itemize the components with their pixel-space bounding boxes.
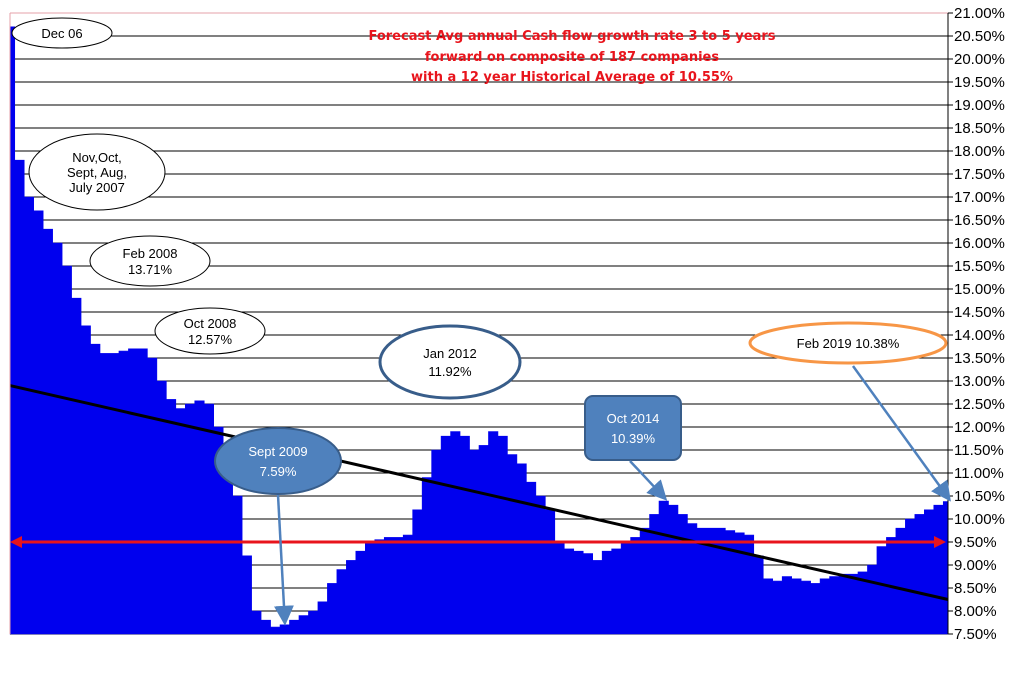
title-line: with a 12 year Historical Average of 10.…	[411, 70, 733, 85]
y-tick-label: 8.50%	[954, 580, 997, 597]
y-tick-label: 12.50%	[954, 396, 1005, 413]
callout-box	[584, 395, 682, 461]
callout: Feb 2019 10.38%	[748, 321, 951, 502]
callout-text: 7.59%	[260, 464, 297, 479]
y-tick-label: 19.00%	[954, 97, 1005, 114]
callout-oval	[28, 133, 166, 211]
callout-oval	[378, 324, 522, 400]
y-tick-label: 10.50%	[954, 488, 1005, 505]
y-tick-label: 17.50%	[954, 166, 1005, 183]
y-tick-label: 8.00%	[954, 603, 997, 620]
y-tick-label: 15.00%	[954, 281, 1005, 298]
plot-frame	[9, 12, 949, 634]
y-tick-label: 14.50%	[954, 304, 1005, 321]
callout-arrow	[629, 460, 668, 501]
callout: Jan 2012 11.92%	[378, 324, 522, 400]
callout-arrow	[851, 365, 951, 502]
y-tick-label: 20.50%	[954, 28, 1005, 45]
y-tick-label: 19.50%	[954, 74, 1005, 91]
callout: Oct 2014 10.39%	[584, 395, 682, 501]
trend-line	[9, 384, 949, 601]
y-tick-label: 16.50%	[954, 212, 1005, 229]
y-tick-label: 10.00%	[954, 511, 1005, 528]
y-tick-label: 18.00%	[954, 143, 1005, 160]
callout-oval	[89, 235, 211, 287]
y-tick-label: 9.00%	[954, 557, 997, 574]
callout-arrow	[273, 494, 294, 626]
y-tick-label: 11.00%	[954, 465, 1004, 482]
callout-text: Feb 2019 10.38%	[797, 336, 900, 351]
y-tick-label: 7.50%	[954, 626, 997, 643]
y-tick-label: 14.00%	[954, 327, 1005, 344]
callout-text: Sept, Aug,	[67, 165, 127, 180]
callout-text: Oct 2008	[184, 316, 237, 331]
callout-oval	[154, 307, 266, 355]
callout-oval	[214, 427, 342, 495]
y-tick-label: 13.00%	[954, 373, 1005, 390]
callout-text: July 2007	[69, 180, 125, 195]
callout-oval	[748, 321, 948, 365]
callout-text: Feb 2008	[123, 246, 178, 261]
y-axis-tick-labels: 21.00% 20.50% 20.00% 19.50% 19.00% 18.50% 18.0…	[954, 5, 1005, 643]
y-tick-label: 9.50%	[954, 534, 997, 551]
callout-oval	[11, 17, 113, 49]
callout: Dec 06	[11, 17, 113, 49]
callout-text: Sept 2009	[248, 444, 307, 459]
callout-text: 10.39%	[611, 431, 656, 446]
callout-text: 13.71%	[128, 262, 173, 277]
y-tick-label: 17.00%	[954, 189, 1005, 206]
callout-text: Dec 06	[41, 26, 82, 41]
callouts: Dec 06 Nov,Oct,Sept, Aug,July 2007 Feb 200…	[11, 17, 951, 626]
callout-text: Jan 2012	[423, 346, 477, 361]
title-line: Forecast Avg annual Cash flow growth rat…	[368, 29, 775, 44]
callout-text: 12.57%	[188, 332, 233, 347]
cash-flow-growth-area	[9, 26, 949, 635]
y-tick-label: 20.00%	[954, 51, 1005, 68]
callout: Nov,Oct,Sept, Aug,July 2007	[28, 133, 166, 211]
callout-text: Nov,Oct,	[72, 150, 122, 165]
area-series	[9, 26, 949, 635]
title-line: forward on composite of 187 companies	[425, 50, 719, 65]
average-arrowhead-left	[10, 536, 22, 548]
y-tick-label: 18.50%	[954, 120, 1005, 137]
average-arrowhead-right	[934, 536, 946, 548]
overlay-lines	[9, 384, 949, 601]
chart-title: Forecast Avg annual Cash flow growth rat…	[368, 29, 775, 85]
y-tick-label: 11.50%	[954, 442, 1004, 459]
callout-text: 11.92%	[428, 364, 472, 379]
y-tick-label: 12.00%	[954, 419, 1005, 436]
y-tick-label: 15.50%	[954, 258, 1005, 275]
callout: Sept 2009 7.59%	[214, 427, 342, 626]
y-tick-label: 13.50%	[954, 350, 1005, 367]
y-tick-label: 16.00%	[954, 235, 1005, 252]
callout-text: Oct 2014	[607, 411, 660, 426]
y-tick-label: 21.00%	[954, 5, 1005, 22]
